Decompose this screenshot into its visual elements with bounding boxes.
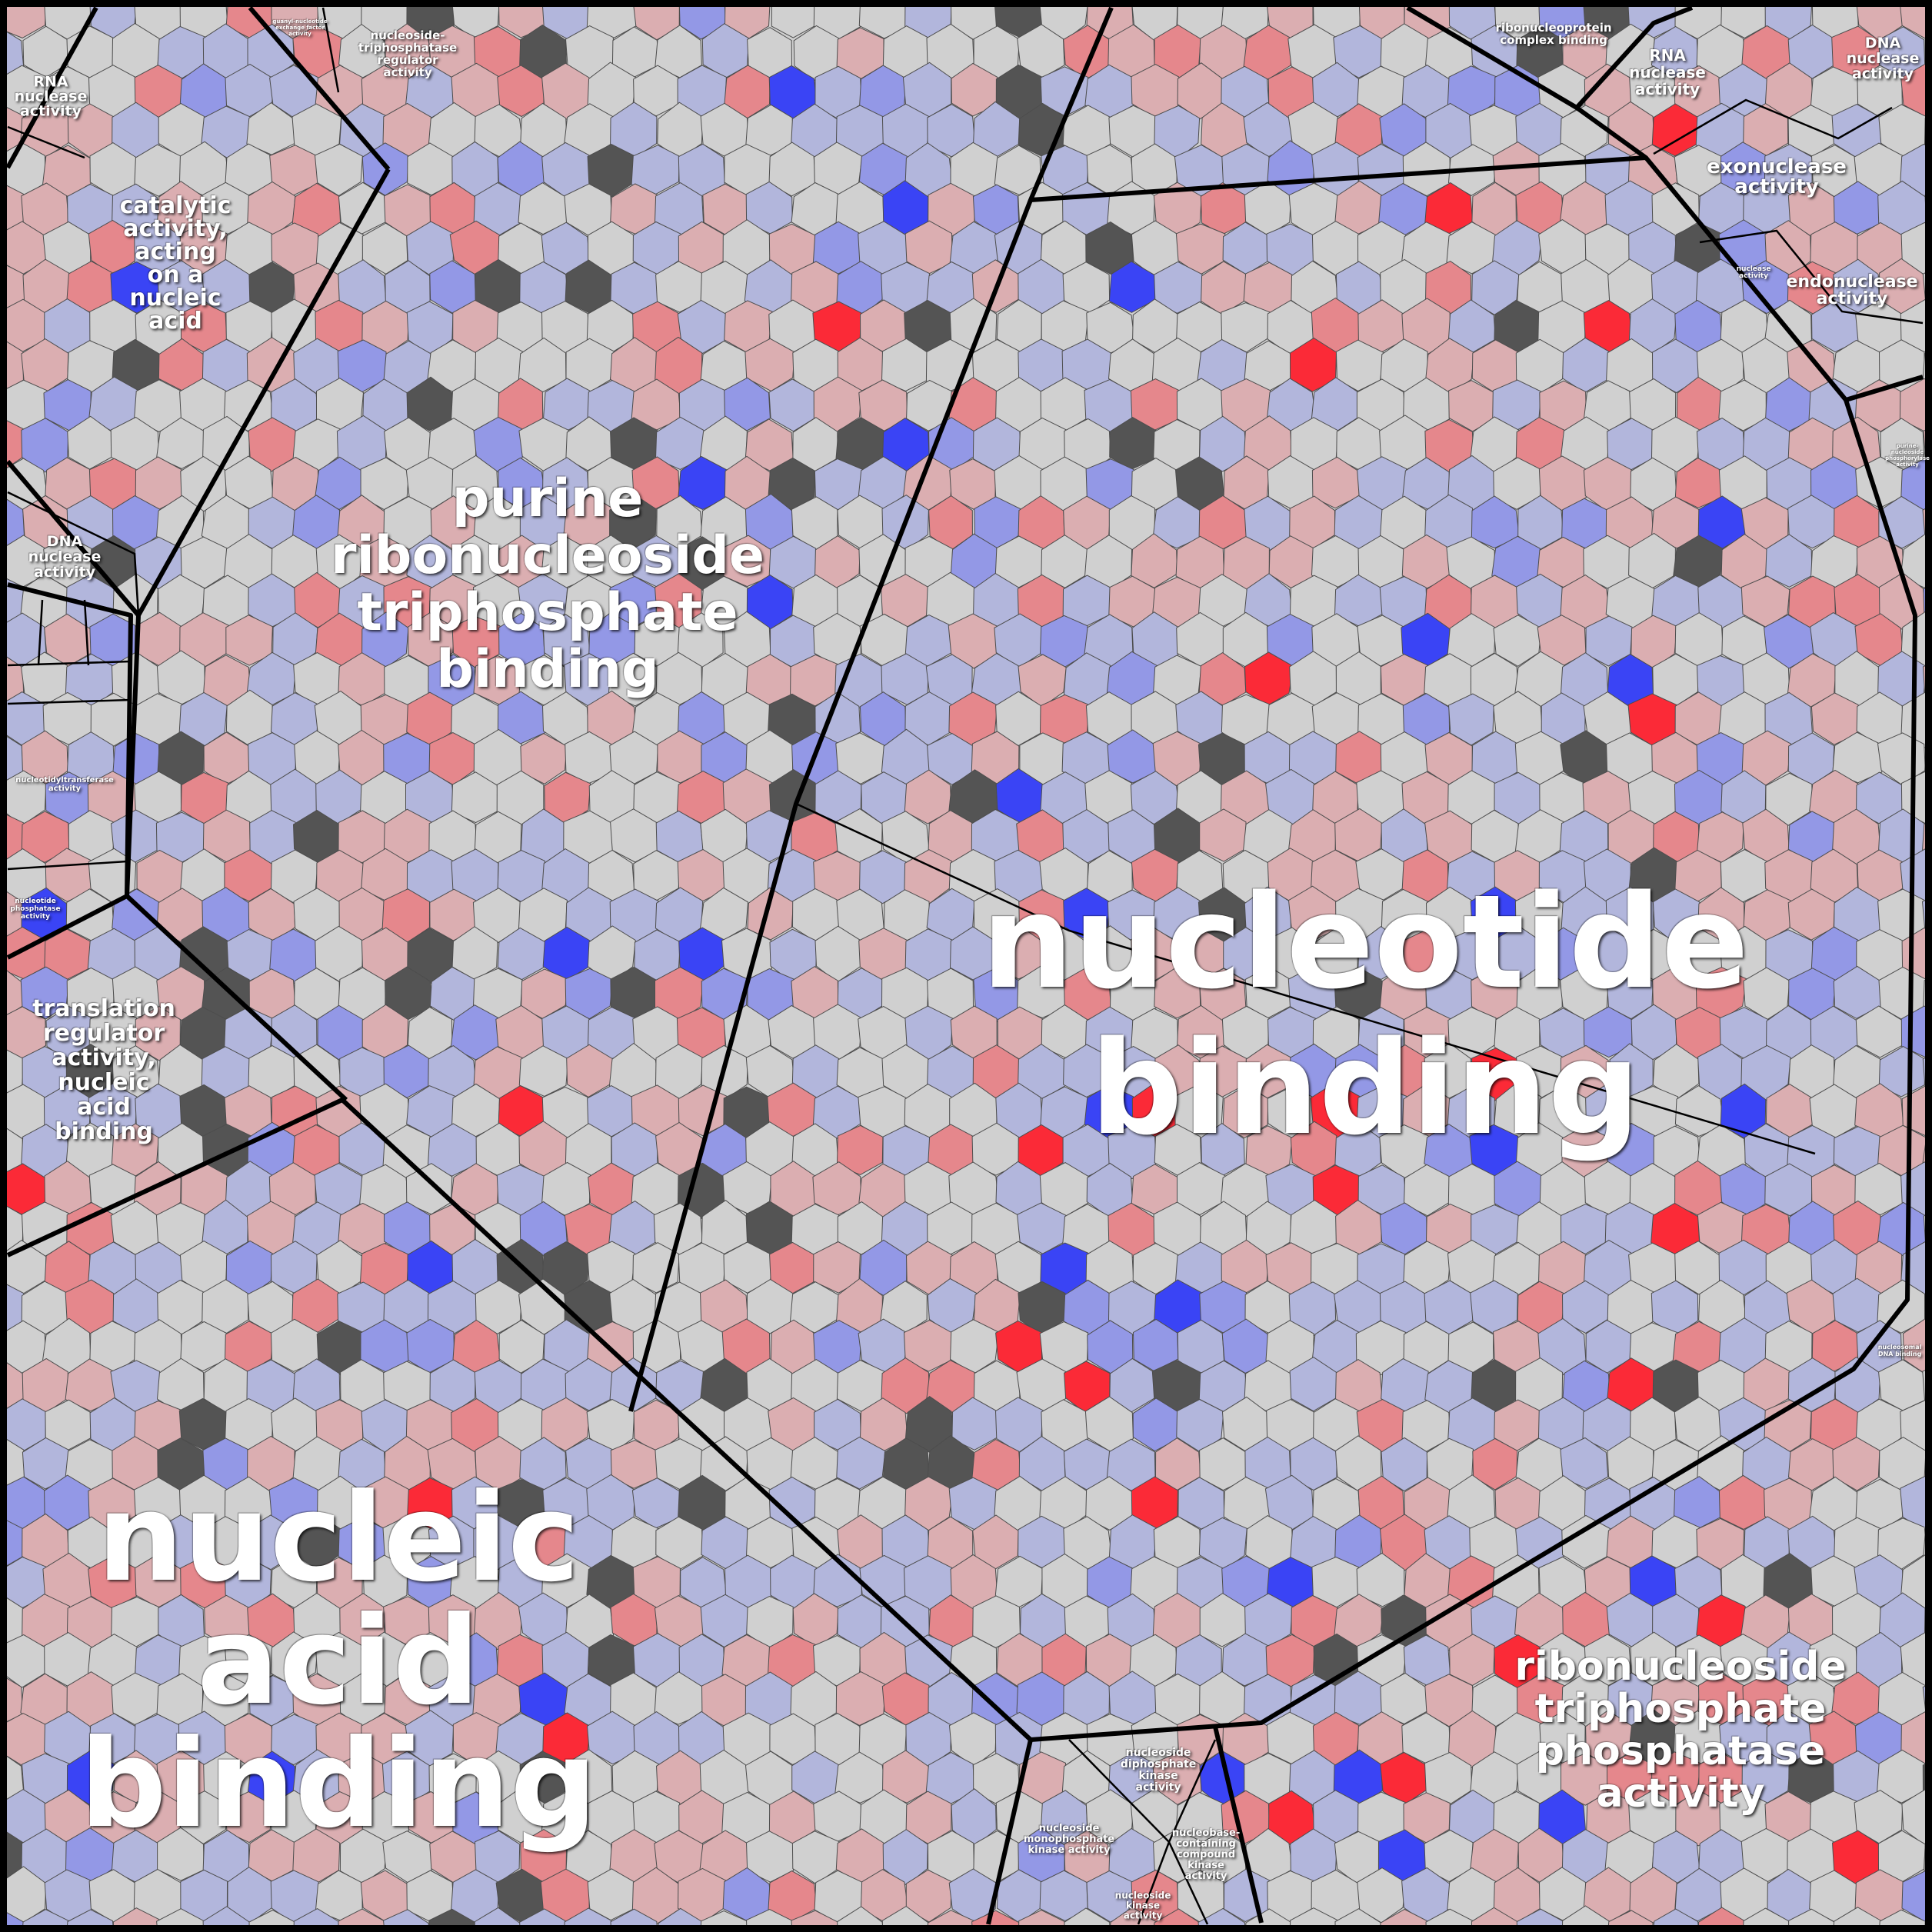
treemap-canvas: nucleotide binding nucleic acid binding …: [0, 0, 1932, 1932]
voronoi-treemap: [0, 0, 1932, 1932]
